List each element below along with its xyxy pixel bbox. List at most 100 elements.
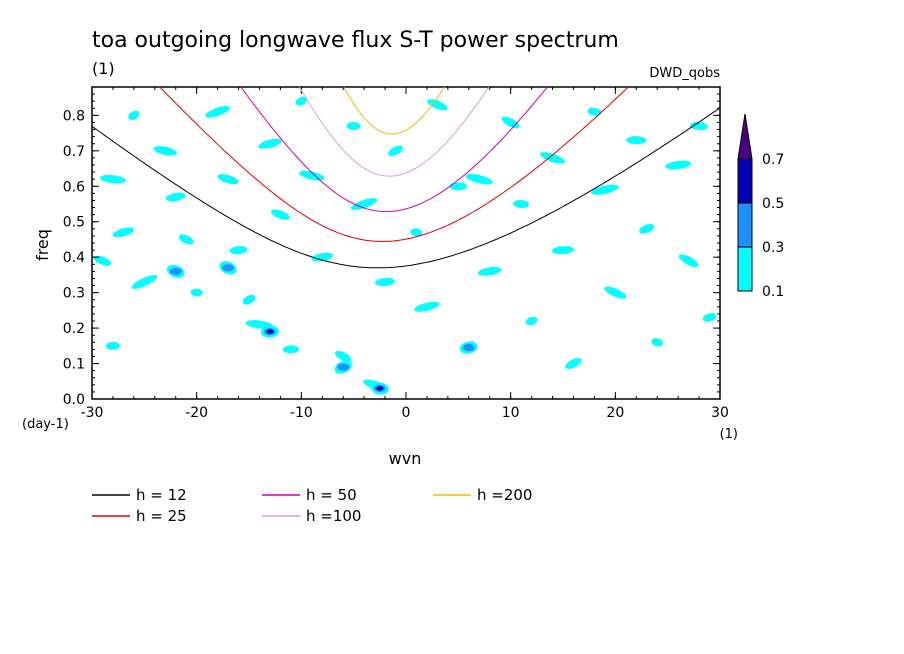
contour-blob [639,224,655,234]
contour-blob [449,182,468,191]
contour-blob [462,343,475,352]
legend-label: h =100 [306,507,361,525]
contour-blob [205,105,230,118]
contour-blob [346,121,361,131]
series-line [240,87,548,213]
contour-blob [427,99,448,111]
x-unit-label: (1) [720,427,738,442]
legend-label: h =200 [477,486,532,504]
colorbar-segment [737,246,753,292]
contour-blob [100,174,126,184]
series-line [92,107,720,269]
contour-blob [299,170,325,181]
colorbar-label: 0.5 [762,196,784,212]
y-unit-label: (day-1) [22,417,69,432]
contour-blob [702,313,717,322]
contour-blob [178,234,194,245]
contour-blob [165,192,186,202]
x-axis-label: wvn [389,449,422,468]
x-tick-label: 10 [502,405,520,421]
series-line [298,87,490,177]
contour-blob [337,363,350,371]
contour-blob [217,174,239,185]
legend-label: h = 50 [306,486,357,504]
contour-blob [153,146,178,156]
contour-blob [587,107,602,116]
contour-blob [258,138,282,149]
y-tick-label: 0.2 [63,321,85,337]
plot-area [93,96,717,395]
contour-blob [501,116,520,129]
colorbar-segment [737,202,753,248]
colorbar: 0.1 0.3 0.5 0.7 [737,113,784,300]
contour-blob [311,252,334,262]
colorbar-label: 0.1 [762,284,784,300]
legend: h = 12 h = 25 h = 50 h =100 h =200 [92,486,532,525]
colorbar-label: 0.7 [762,152,784,168]
contour-blob [477,266,502,276]
contour-blob [376,386,384,391]
contour-blob [388,145,403,156]
x-tick-label: 30 [711,405,729,421]
contour-blob [690,121,709,131]
y-tick-label: 0.1 [63,357,85,373]
contour-blob [375,277,396,287]
contour-blob [131,275,158,289]
contour-blob [513,199,530,209]
series-line [343,87,445,135]
contour-blob [665,160,692,170]
y-tick-label: 0.5 [63,215,85,231]
contour-blob [242,294,256,305]
contour-blob [552,246,574,255]
legend-label: h = 12 [136,486,187,504]
dispersion-curves [92,87,720,269]
contour-blob [626,136,647,145]
contour-blob [540,152,565,164]
contour-blob [93,255,111,266]
colorbar-extend-arrow [737,113,753,160]
contour-blob [350,198,378,210]
colorbar-label: 0.3 [762,240,784,256]
contour-blob [295,96,308,106]
chart-title: toa outgoing longwave flux S-T power spe… [92,28,619,53]
y-tick-label: 0.8 [63,108,85,124]
contour-blob [414,301,440,312]
contour-blob [565,358,582,369]
y-axis-label: freq [33,229,52,261]
x-tick-label: -20 [185,405,208,421]
y-tick-label: 0.0 [63,392,85,408]
contour-blob [591,184,619,195]
y-tick-label: 0.3 [63,286,85,302]
contour-blob [271,209,290,220]
x-tick-label: -30 [81,405,104,421]
contour-blob [678,254,699,268]
y-tick-label: 0.4 [63,250,85,266]
subtitle-right: DWD_qobs [649,66,720,81]
contour-blob [229,246,248,255]
series-line [159,87,630,242]
x-tick-label: 20 [606,405,624,421]
axes: -30 -20 -10 0 10 20 30 0.0 0.1 0.2 0.3 0.4 0.5 0.6 0.7… [63,86,729,421]
contour-blob [410,228,423,237]
contour-blob [105,341,120,350]
y-tick-label: 0.7 [63,144,85,160]
contour-blob [465,174,493,185]
contour-blob [282,345,299,354]
contour-blob [222,264,234,272]
contour-blob [651,338,664,347]
contour-blob [525,316,538,326]
x-tick-label: 0 [402,405,411,421]
x-tick-label: -10 [290,405,313,421]
contour-blob [112,227,135,238]
contour-blob [169,267,182,275]
legend-label: h = 25 [136,507,187,525]
subtitle-left: (1) [92,59,115,78]
colorbar-segment [737,158,753,204]
contour-field [93,96,717,395]
y-tick-label: 0.6 [63,179,85,195]
contour-blob [266,329,274,334]
contour-blob [128,110,140,120]
contour-blob [190,288,203,297]
contour-blob [334,351,352,362]
